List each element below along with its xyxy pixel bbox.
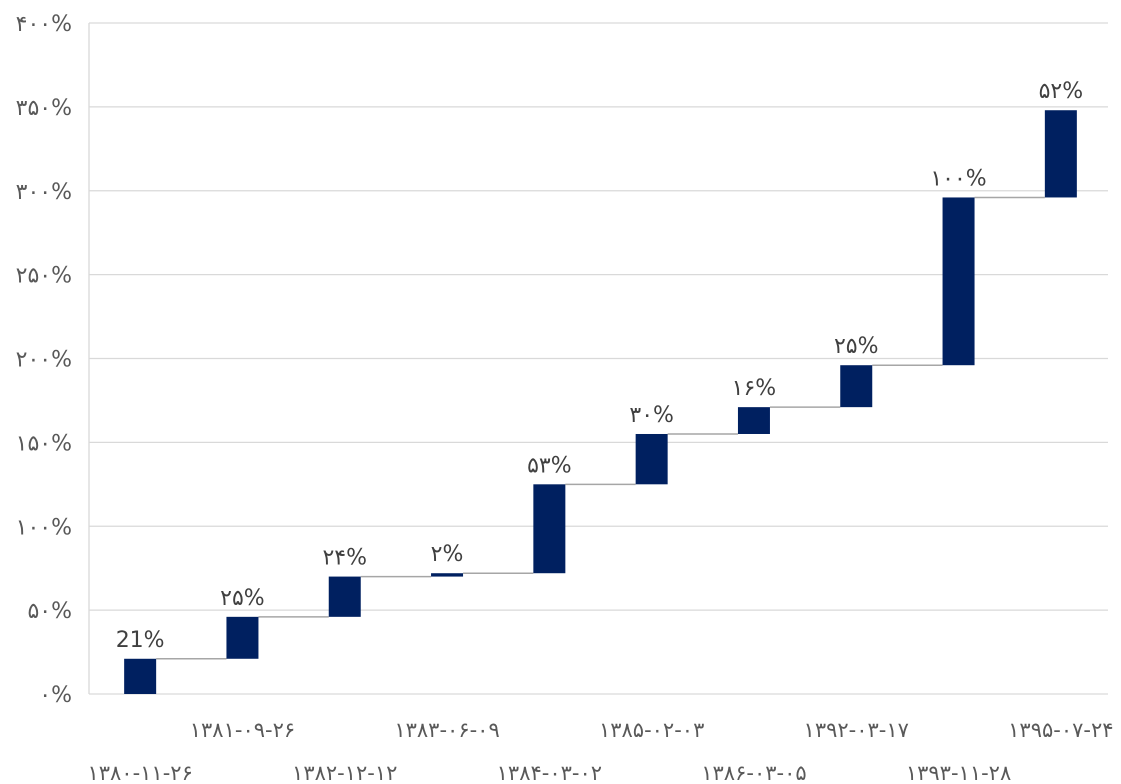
bar [737, 407, 770, 434]
data-label: ۳۰% [629, 403, 674, 428]
y-tick-label: ۲۰۰% [16, 348, 72, 373]
data-label: ۱۶% [732, 376, 777, 401]
bar [1044, 110, 1077, 198]
x-tick-label: ۱۳۸۰-۱۱-۲۶ [87, 761, 192, 784]
gridlines [88, 22, 1108, 695]
y-tick-label: ۰% [39, 683, 72, 708]
bar [226, 616, 259, 659]
connectors [156, 196, 1045, 660]
x-tick-label: ۱۳۸۵-۰۲-۰۳ [599, 718, 704, 742]
y-tick-label: ۴۰۰% [16, 12, 72, 37]
bar [942, 197, 975, 366]
data-label: ۲% [431, 542, 464, 567]
y-tick-label: ۱۰۰% [16, 515, 72, 540]
data-labels: 21% ۲۵% ۲۴% ۲% ۵۳% ۳۰% ۱۶% ۲۵% ۱۰۰% ۵۲% [116, 79, 1083, 653]
data-label: ۱۰۰% [930, 166, 986, 191]
x-axis: ۱۳۸۰-۱۱-۲۶ ۱۳۸۱-۰۹-۲۶ ۱۳۸۲-۱۲-۱۲ ۱۳۸۳-۰۶-۰۹… [87, 718, 1113, 784]
data-label: ۵۳% [527, 453, 572, 478]
data-label: ۲۵% [220, 586, 265, 611]
x-tick-label: ۱۳۹۳-۱۱-۲۸ [906, 761, 1011, 784]
bar [840, 365, 873, 408]
x-tick-label: ۱۳۹۵-۰۷-۲۴ [1008, 718, 1113, 742]
data-label: 21% [116, 628, 165, 653]
bars [124, 110, 1077, 694]
x-tick-label: ۱۳۸۱-۰۹-۲۶ [190, 718, 295, 742]
bar [328, 576, 361, 617]
y-tick-label: ۱۵۰% [16, 431, 72, 456]
y-tick-label: ۵۰% [27, 599, 72, 624]
bar [533, 484, 566, 574]
data-label: ۲۴% [322, 546, 367, 571]
y-tick-label: ۳۵۰% [16, 96, 72, 121]
bar [124, 658, 157, 694]
bar [635, 433, 668, 485]
bar [431, 573, 464, 577]
x-tick-label: ۱۳۸۳-۰۶-۰۹ [394, 718, 499, 742]
x-tick-label: ۱۳۸۲-۱۲-۱۲ [292, 761, 397, 784]
y-axis: ۰% ۵۰% ۱۰۰% ۱۵۰% ۲۰۰% ۲۵۰% ۳۰۰% ۳۵۰% ۴۰۰% [16, 12, 72, 708]
x-tick-label: ۱۳۸۶-۰۳-۰۵ [701, 761, 806, 784]
x-tick-label: ۱۳۸۴-۰۳-۰۲ [497, 761, 602, 784]
data-label: ۲۵% [834, 334, 879, 359]
data-label: ۵۲% [1039, 79, 1084, 104]
x-tick-label: ۱۳۹۲-۰۳-۱۷ [804, 718, 909, 742]
y-tick-label: ۳۰۰% [16, 180, 72, 205]
y-tick-label: ۲۵۰% [16, 264, 72, 289]
